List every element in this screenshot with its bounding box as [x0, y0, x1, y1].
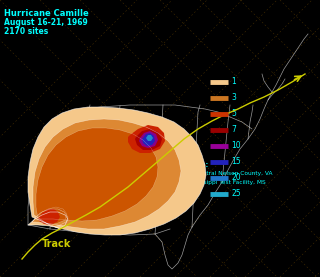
Polygon shape [142, 133, 155, 146]
Text: 15: 15 [231, 158, 241, 166]
Text: 3: 3 [231, 94, 236, 102]
Text: 20: 20 [231, 173, 241, 183]
Text: Track: Track [42, 239, 71, 249]
Text: Maxima:: Maxima: [175, 162, 208, 168]
Polygon shape [135, 129, 162, 150]
Polygon shape [146, 135, 153, 141]
Polygon shape [28, 107, 206, 235]
Polygon shape [128, 125, 165, 153]
Text: 25: 25 [231, 189, 241, 199]
Polygon shape [32, 119, 181, 229]
Text: 2170 sites: 2170 sites [4, 27, 48, 36]
Text: 5: 5 [231, 109, 236, 119]
Text: 7: 7 [231, 125, 236, 135]
Text: 10.06"      Mississippi Test Facility, MS: 10.06" Mississippi Test Facility, MS [155, 180, 266, 185]
Text: 1: 1 [231, 78, 236, 86]
Text: Hurricane Camille: Hurricane Camille [4, 9, 89, 18]
Text: 10: 10 [231, 142, 241, 150]
Text: 27.00"  West Central Nelson County, VA: 27.00" West Central Nelson County, VA [155, 171, 273, 176]
Polygon shape [35, 128, 158, 225]
Polygon shape [139, 131, 158, 148]
Text: August 16-21, 1969: August 16-21, 1969 [4, 18, 88, 27]
Polygon shape [38, 209, 60, 225]
